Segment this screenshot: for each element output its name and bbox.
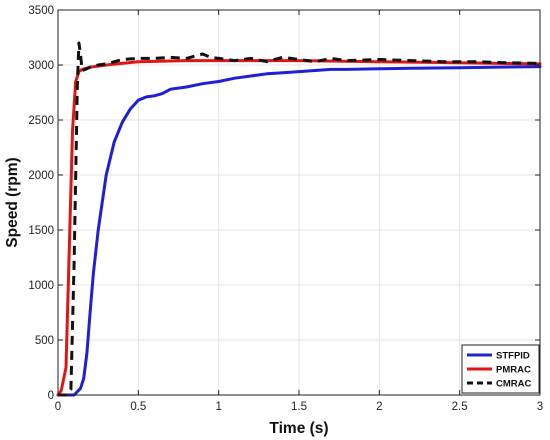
series-line-stfpid <box>56 65 542 397</box>
x-tick-label: 1 <box>215 401 221 413</box>
y-tick-label: 500 <box>35 335 54 347</box>
y-axis-title: Speed (rpm) <box>4 157 21 247</box>
x-tick-label: 2.5 <box>452 401 468 413</box>
axis-layer <box>57 9 541 396</box>
x-tick-label: 2 <box>376 401 382 413</box>
x-tick-label: 1.5 <box>291 401 307 413</box>
series-layer <box>56 41 542 397</box>
y-tick-label: 2000 <box>28 170 54 182</box>
x-axis-title: Time (s) <box>269 420 328 437</box>
y-tick-label: 1000 <box>28 280 54 292</box>
y-tick-label: 3500 <box>28 5 54 17</box>
y-tick-label: 0 <box>48 390 54 402</box>
legend-label-stfpid: STFPID <box>496 351 530 362</box>
x-tick-label: 0 <box>55 401 61 413</box>
label-layer: 0 0.5 1 1.5 2 2.5 3 0 500 1000 1500 2000 2500 3000 350… <box>4 5 543 437</box>
x-tick-label: 3 <box>537 401 543 413</box>
y-tick-label: 1500 <box>28 225 54 237</box>
y-tick-label: 2500 <box>28 115 54 127</box>
y-tick-label: 3000 <box>28 60 54 72</box>
legend-label-pmrac: PMRAC <box>496 365 531 376</box>
legend: STFPID PMRAC CMRAC <box>461 344 540 394</box>
legend-label-cmrac: CMRAC <box>496 379 531 390</box>
grid-layer <box>58 10 540 395</box>
x-tick-label: 0.5 <box>130 401 146 413</box>
